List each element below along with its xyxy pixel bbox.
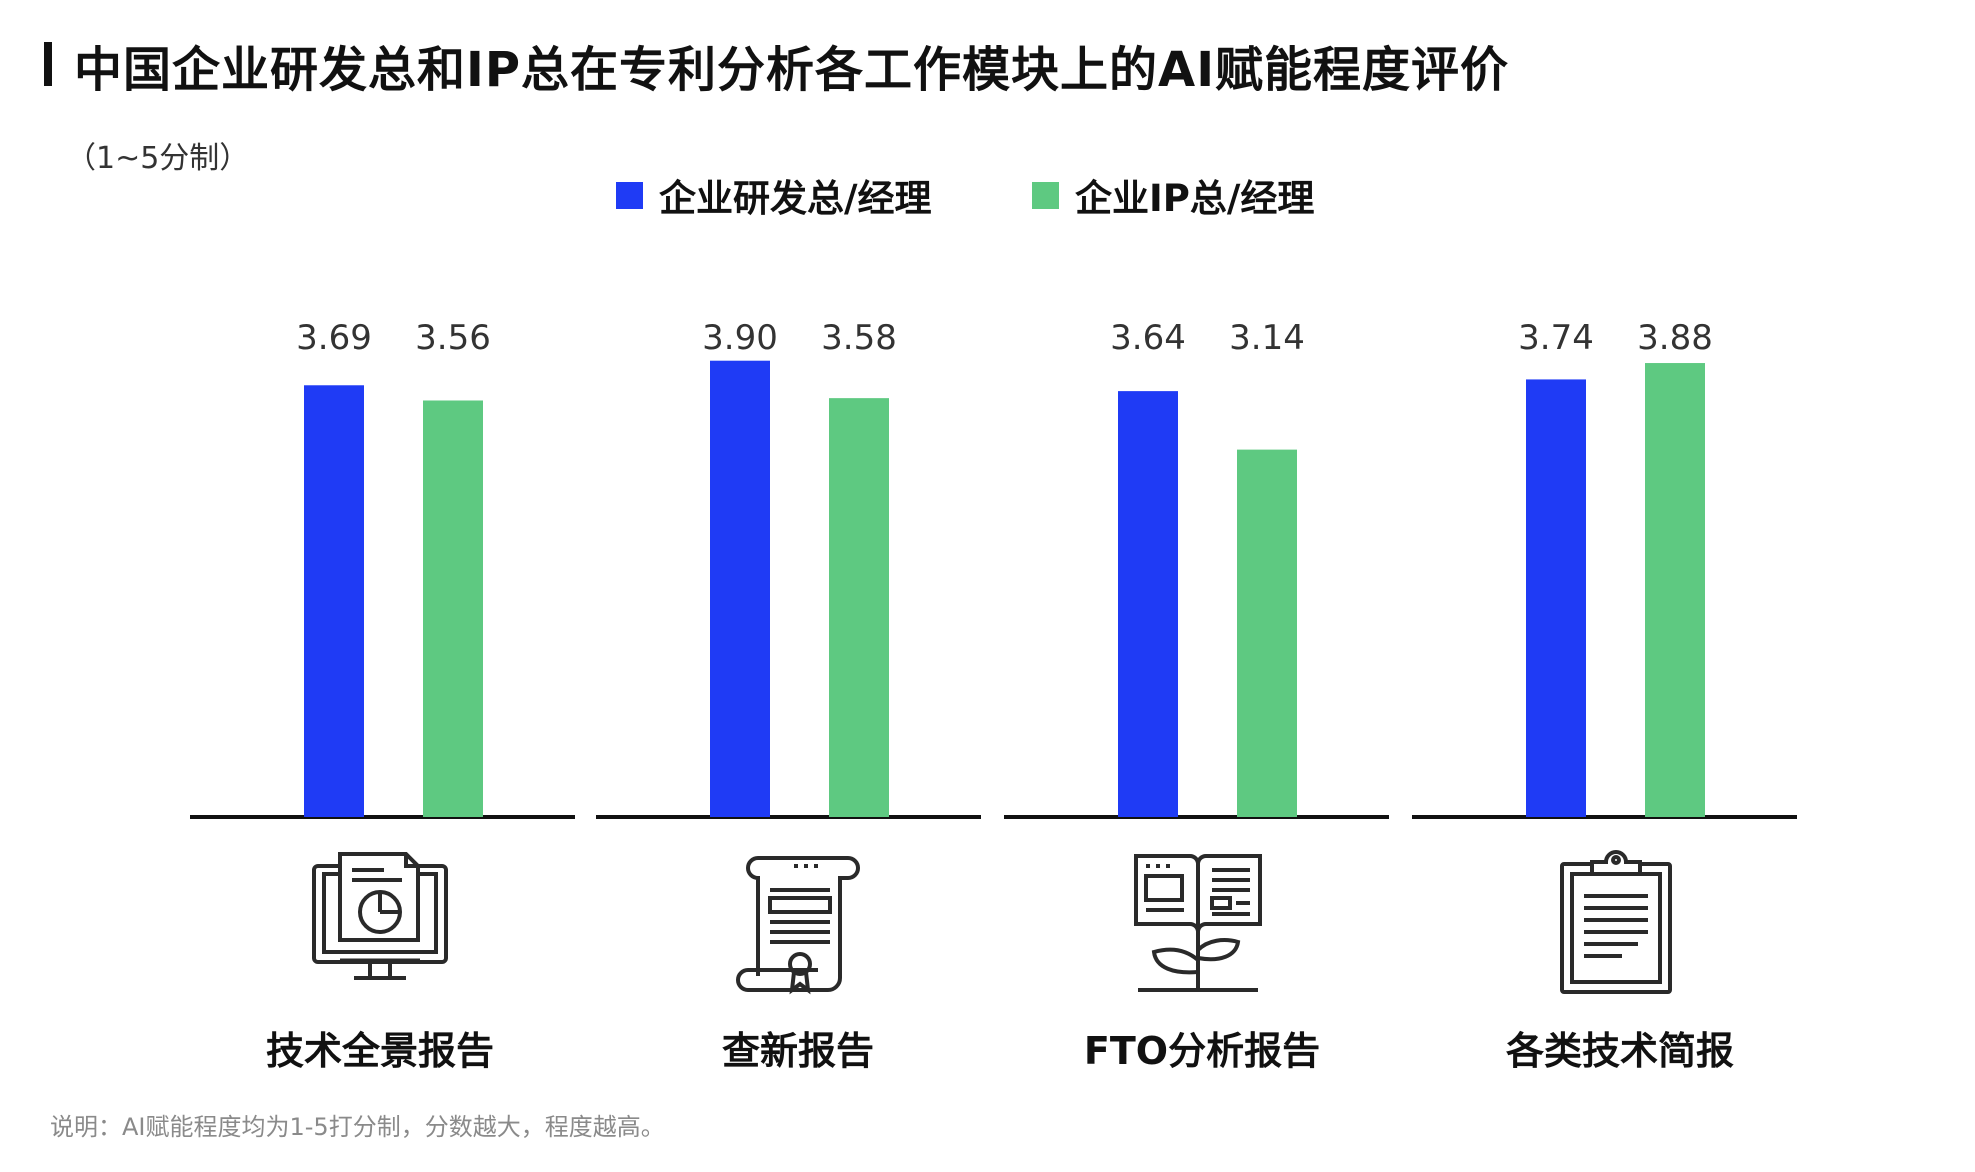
clipboard-icon bbox=[1560, 850, 1672, 994]
bar-ip-briefing bbox=[1645, 363, 1705, 817]
category-label-novelty: 查新报告 bbox=[721, 1029, 874, 1073]
bar-ip-landscape bbox=[423, 400, 483, 817]
bar-rd-fto bbox=[1118, 391, 1178, 817]
scroll-certificate-icon bbox=[736, 856, 860, 995]
category-label-briefing: 各类技术简报 bbox=[1505, 1029, 1734, 1073]
chart-title: 中国企业研发总和IP总在专利分析各工作模块上的AI赋能程度评价 bbox=[74, 42, 1510, 98]
legend-swatch-rd bbox=[616, 181, 643, 209]
bar-rd-novelty bbox=[710, 360, 770, 817]
legend-swatch-ip bbox=[1032, 181, 1059, 209]
legend-label-ip: 企业IP总/经理 bbox=[1075, 177, 1315, 220]
book-plant-icon bbox=[1134, 854, 1262, 992]
legend-item-ip: 企业IP总/经理 bbox=[1032, 168, 1314, 222]
value-label-rd-briefing: 3.74 bbox=[1518, 318, 1594, 358]
value-label-ip-fto: 3.14 bbox=[1229, 318, 1305, 358]
bar-ip-novelty bbox=[829, 398, 889, 817]
footnote: 说明：AI赋能程度均为1-5打分制，分数越大，程度越高。 bbox=[50, 1113, 665, 1141]
value-label-ip-briefing: 3.88 bbox=[1637, 318, 1713, 358]
unit-note: （1~5分制） bbox=[66, 141, 250, 176]
legend-item-rd: 企业研发总/经理 bbox=[616, 168, 932, 222]
category-label-landscape: 技术全景报告 bbox=[265, 1029, 494, 1073]
value-label-ip-landscape: 3.56 bbox=[415, 318, 491, 358]
bar-ip-fto bbox=[1237, 449, 1297, 817]
monitor-report-icon bbox=[312, 852, 448, 980]
bar-rd-landscape bbox=[304, 385, 364, 817]
legend-label-rd: 企业研发总/经理 bbox=[659, 177, 932, 220]
category-label-fto: FTO分析报告 bbox=[1083, 1029, 1321, 1073]
value-label-rd-fto: 3.64 bbox=[1110, 318, 1186, 358]
bar-rd-briefing bbox=[1526, 379, 1586, 817]
value-label-ip-novelty: 3.58 bbox=[821, 318, 897, 358]
title-accent-bar bbox=[44, 42, 52, 86]
value-label-rd-landscape: 3.69 bbox=[296, 318, 372, 358]
value-label-rd-novelty: 3.90 bbox=[702, 318, 778, 358]
